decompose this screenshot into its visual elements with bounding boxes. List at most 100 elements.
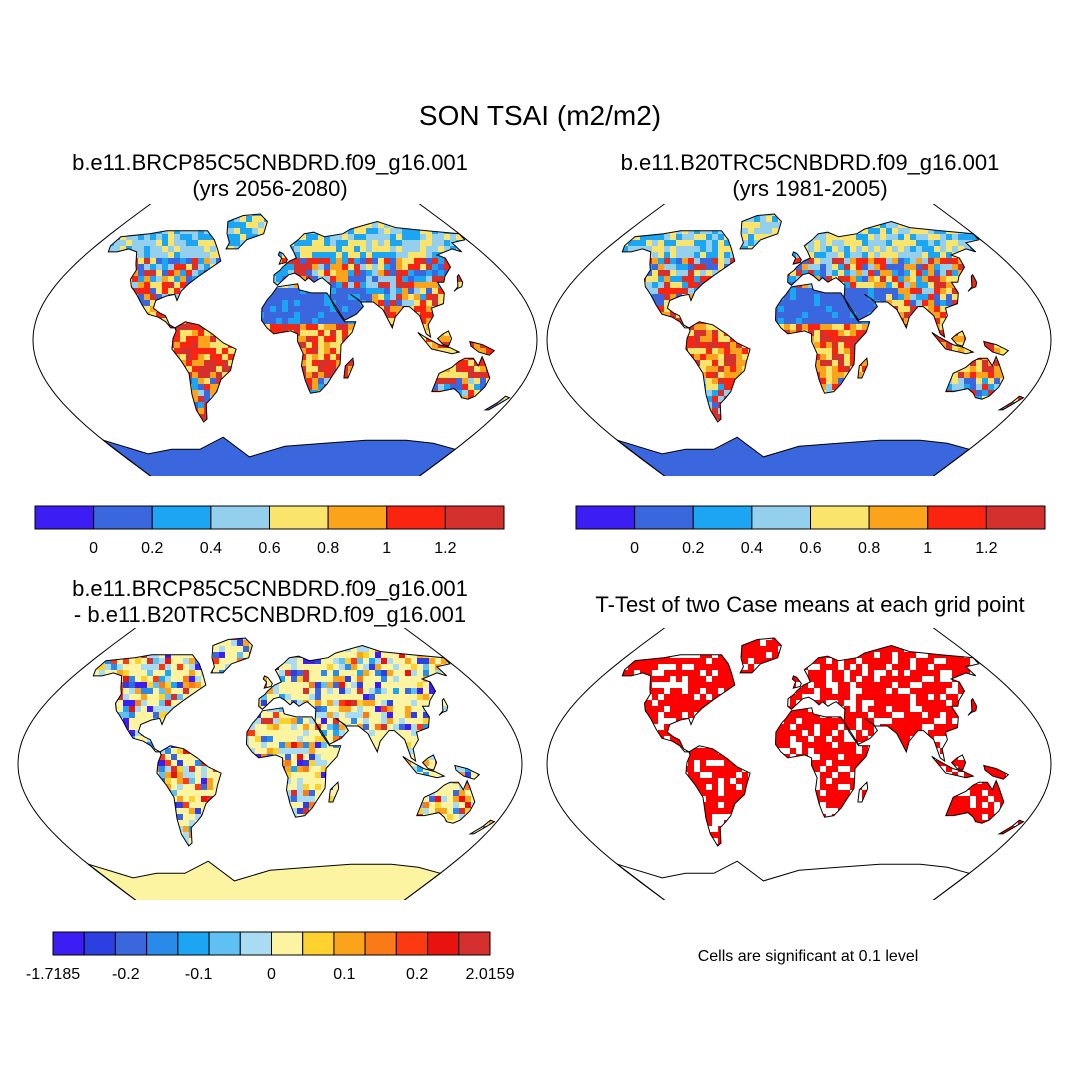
colorbar-case: 0 0.2 0.4 0.6 0.8 1 1.2 <box>34 505 505 557</box>
eurasia-coastline <box>787 220 980 339</box>
colorbar-box <box>269 505 329 530</box>
colorbar-box <box>34 505 95 530</box>
colorbar-tick-label: 1 <box>382 540 391 557</box>
britain-coastline <box>277 251 288 265</box>
colorbar-box <box>395 931 429 956</box>
colorbar-tick-label: 0.8 <box>317 540 339 557</box>
colorbar-tick-label: 1.2 <box>975 540 997 557</box>
colorbar-box <box>458 931 491 956</box>
ocean <box>547 628 1051 900</box>
africa-coastline <box>260 283 357 394</box>
japan-coastline <box>967 273 978 292</box>
colorbar-tick-label: 0.4 <box>741 540 763 557</box>
japan-coastline <box>453 273 464 292</box>
colorbar-tick-label: 0.1 <box>333 966 355 983</box>
britain-coastline <box>791 251 802 265</box>
borneo-coastline <box>950 754 967 771</box>
australia-coastline <box>945 779 1005 824</box>
colorbar-tick-label: 0.6 <box>799 540 821 557</box>
colorbar-tick-label: 0.6 <box>258 540 280 557</box>
africa-coastline <box>774 283 871 394</box>
indonesia-coastline <box>402 755 446 779</box>
map-border <box>546 204 1052 476</box>
new-guinea-coastline <box>469 340 496 356</box>
colorbar-tick-label: 0 <box>89 540 98 557</box>
colorbar-box <box>868 505 929 530</box>
colorbar-tick-label: 0.8 <box>858 540 880 557</box>
panel-difference-subtitle: - b.e11.B20TRC5CNBDRD.f09_g16.001 <box>73 602 467 627</box>
south-america-coastline <box>171 321 237 423</box>
indonesia-coastline <box>931 755 975 779</box>
indonesia-coastline <box>417 331 461 355</box>
new-guinea-coastline <box>454 764 481 780</box>
colorbar-tick-label: 0.2 <box>682 540 704 557</box>
significance-note: Cells are significant at 0.1 level <box>697 948 919 965</box>
colorbar-box <box>692 505 753 530</box>
map-control <box>546 204 1052 476</box>
new-zealand-coastline <box>997 395 1025 411</box>
south-america-coastline <box>685 321 751 423</box>
madagascar-coastline <box>343 357 355 379</box>
map-ttest <box>546 628 1052 900</box>
colorbar-box <box>52 931 85 956</box>
new-guinea-coastline <box>983 764 1010 780</box>
britain-coastline <box>262 675 273 689</box>
new-zealand-coastline <box>483 395 511 411</box>
map-difference <box>17 628 523 900</box>
colorbar-tick-label: 2.0159 <box>466 966 515 983</box>
colorbar-box <box>114 931 148 956</box>
colorbar-tick-label: -0.2 <box>112 966 140 983</box>
panel-ttest-title: T-Test of two Case means at each grid po… <box>595 592 1025 617</box>
panel-control-title: b.e11.B20TRC5CNBDRD.f09_g16.001 <box>620 150 1000 175</box>
colorbar-box <box>327 505 388 530</box>
colorbar-box <box>146 931 179 956</box>
colorbar-tick-label: 0.4 <box>200 540 222 557</box>
figure-title: SON TSAI (m2/m2) <box>418 100 662 131</box>
colorbar-box <box>810 505 870 530</box>
greenland-coastline <box>210 637 253 674</box>
colorbar-tick-label: 1.2 <box>434 540 456 557</box>
colorbar-box <box>83 931 116 956</box>
north-america-coastline <box>621 230 736 329</box>
colorbar-box <box>386 505 446 530</box>
north-america-coastline <box>92 654 207 753</box>
colorbar-tick-label: 0 <box>267 966 276 983</box>
colorbar-box <box>927 505 987 530</box>
colorbar-control: 0 0.2 0.4 0.6 0.8 1 1.2 <box>575 505 1046 557</box>
colorbar-tick-label: -1.7185 <box>26 966 80 983</box>
australia-coastline <box>416 779 476 824</box>
panel-control-years: (yrs 1981-2005) <box>732 176 888 201</box>
colorbar-tick-label: 0.2 <box>406 966 428 983</box>
colorbar-box <box>208 931 241 956</box>
colorbar-box <box>985 505 1046 530</box>
map-border <box>17 628 523 900</box>
colorbar-box <box>364 931 397 956</box>
greenland-coastline <box>739 637 782 674</box>
madagascar-coastline <box>857 357 869 379</box>
south-america-coastline <box>156 745 222 847</box>
ocean <box>547 204 1051 476</box>
colorbar-box <box>271 931 304 956</box>
colorbar-box <box>239 931 273 956</box>
borneo-coastline <box>950 330 967 347</box>
colorbar-box <box>302 931 335 956</box>
eurasia-coastline <box>258 644 451 763</box>
greenland-coastline <box>225 213 268 250</box>
madagascar-coastline <box>857 781 869 803</box>
colorbar-box <box>177 931 210 956</box>
colorbar-box <box>634 505 694 530</box>
australia-coastline <box>945 355 1005 400</box>
north-america-coastline <box>107 230 222 329</box>
greenland-coastline <box>739 213 782 250</box>
south-america-coastline <box>685 745 751 847</box>
madagascar-coastline <box>328 781 340 803</box>
japan-coastline <box>967 697 978 716</box>
australia-coastline <box>431 355 491 400</box>
colorbar-tick-label: 0 <box>630 540 639 557</box>
indonesia-coastline <box>931 331 975 355</box>
ocean <box>33 204 537 476</box>
colorbar-tick-label: 0.2 <box>141 540 163 557</box>
map-case <box>32 204 538 476</box>
map-border <box>32 204 538 476</box>
colorbar-box <box>575 505 636 530</box>
